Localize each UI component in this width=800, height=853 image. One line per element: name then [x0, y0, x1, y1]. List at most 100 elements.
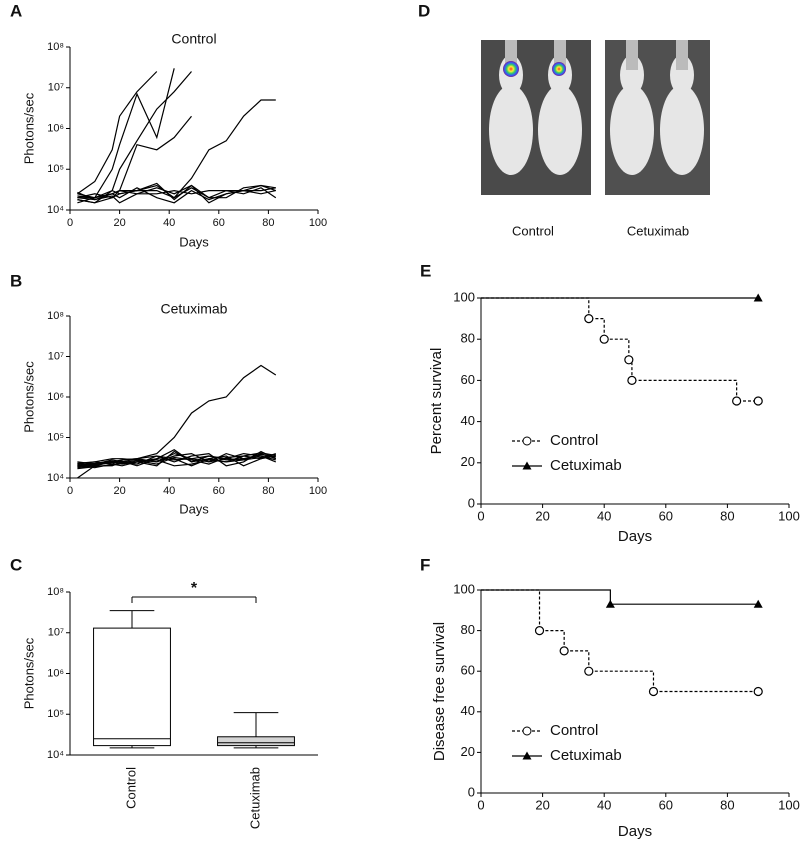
nose-cone: [676, 40, 688, 70]
x-tick-label: 0: [477, 797, 484, 812]
data-line: [77, 68, 175, 199]
mice: [489, 55, 704, 175]
x-tick-label: 80: [720, 797, 734, 812]
mouse-images: [481, 40, 710, 195]
x-tick-label: 0: [477, 508, 484, 523]
panel-letter: D: [418, 1, 430, 20]
data-line: [77, 453, 276, 470]
box: [217, 736, 295, 747]
y-tick-label: 100: [453, 581, 475, 596]
data-line: [77, 71, 158, 195]
panel-title: Control: [171, 31, 216, 47]
data-line: [77, 450, 277, 479]
x-tick-label: 40: [597, 797, 611, 812]
survival-line: [481, 297, 759, 402]
y-tick-label: 10⁷: [48, 82, 64, 94]
x-tick-label: 60: [659, 797, 673, 812]
y-tick-label: 60: [461, 663, 475, 678]
panel-letter: B: [10, 271, 22, 290]
y-tick-label: 0: [468, 784, 475, 799]
x-tick-label: 60: [213, 485, 225, 497]
x-tick-label: 40: [163, 485, 175, 497]
y-tick-label: 10⁴: [47, 204, 64, 216]
y-tick-label: 10⁷: [48, 350, 64, 362]
signal: [503, 61, 519, 77]
y-tick-label: 0: [468, 495, 475, 510]
panel-letter: A: [10, 1, 22, 20]
data-line: [77, 99, 276, 201]
legend-label: Cetuximab: [550, 747, 622, 764]
panel-letter: C: [10, 555, 22, 574]
y-axis-label: Photons/sec: [21, 361, 36, 433]
x-tick-label: 100: [778, 797, 800, 812]
y-tick-label: 10⁸: [47, 310, 64, 322]
y-axis-label: Photons/sec: [21, 637, 36, 709]
x-tick-label: 100: [778, 508, 800, 523]
y-tick-label: 100: [453, 289, 475, 304]
legend-marker: [522, 461, 532, 470]
panel-title: Cetuximab: [161, 301, 228, 317]
x-tick-label: 20: [535, 797, 549, 812]
marker: [584, 314, 594, 324]
marker: [732, 396, 742, 406]
marker: [559, 646, 569, 656]
marker: [627, 375, 637, 385]
x-tick-label: 60: [659, 508, 673, 523]
data-line: [77, 453, 276, 468]
data-line: [77, 452, 276, 466]
mouse: [610, 85, 654, 175]
data-line: [77, 71, 192, 204]
survival-line: [481, 589, 759, 693]
marker: [605, 599, 615, 608]
signal: [552, 62, 566, 76]
marker: [753, 599, 763, 608]
data-line: [77, 115, 192, 199]
data-line: [77, 187, 276, 204]
y-tick-label: 80: [461, 331, 475, 346]
x-tick-label: 80: [262, 217, 274, 229]
mouse: [489, 85, 533, 175]
legend-label: Cetuximab: [550, 457, 622, 474]
x-tick-label: 20: [113, 217, 125, 229]
image-label: Control: [512, 223, 554, 238]
legend-marker: [522, 436, 532, 446]
x-tick-label: 0: [67, 217, 73, 229]
marker: [753, 293, 763, 302]
marker: [753, 686, 763, 697]
x-tick-label: 0: [67, 485, 73, 497]
y-tick-label: 10⁵: [47, 163, 64, 175]
y-tick-label: 10⁵: [47, 708, 64, 720]
y-tick-label: 10⁸: [47, 586, 64, 598]
y-tick-label: 20: [461, 744, 475, 759]
y-axis-label: Disease free survival: [431, 622, 448, 761]
marker: [648, 686, 659, 697]
panel-letter: F: [420, 555, 430, 574]
marker: [534, 625, 545, 636]
y-tick-label: 80: [461, 622, 475, 637]
marker: [599, 334, 609, 344]
x-tick-label: 80: [262, 485, 274, 497]
image-label: Cetuximab: [627, 223, 689, 238]
significance: *: [191, 580, 198, 597]
x-tick-label: 20: [113, 485, 125, 497]
x-axis-label: Days: [179, 234, 209, 249]
mouse: [660, 85, 704, 175]
x-tick-label: 60: [213, 217, 225, 229]
x-axis-label: Days: [179, 501, 209, 516]
y-tick-label: 20: [461, 454, 475, 469]
y-tick-label: 40: [461, 703, 475, 718]
x-axis-label: Days: [618, 823, 652, 840]
marker: [624, 355, 634, 365]
legend-label: Control: [550, 722, 598, 739]
legend-label: Control: [550, 432, 598, 449]
y-tick-label: 60: [461, 372, 475, 387]
marker: [584, 666, 594, 676]
data-line: [77, 452, 277, 464]
data-line: [77, 184, 276, 204]
x-tick-label: 20: [535, 508, 549, 523]
y-tick-label: 10⁵: [47, 431, 64, 443]
x-tick-label: 40: [597, 508, 611, 523]
y-tick-label: 10⁸: [47, 41, 64, 53]
x-tick-label: Control: [123, 767, 138, 809]
